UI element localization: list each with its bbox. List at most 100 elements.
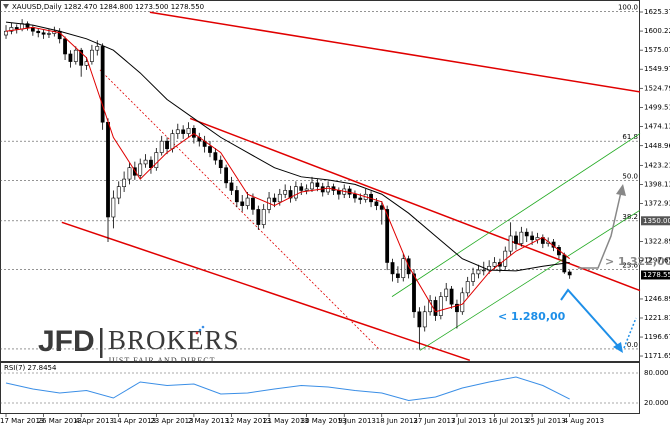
x-tick-label: 26 Mar 2013 xyxy=(38,417,82,425)
logo-dot xyxy=(195,331,199,335)
rsi-tick-label: 80.000 xyxy=(644,369,669,377)
candle-body xyxy=(68,53,73,62)
x-tick-label: 17 Mar 2013 xyxy=(0,417,44,425)
candle-body xyxy=(476,269,481,275)
y-tick-label: 1549.970 xyxy=(644,65,670,73)
logo-dot xyxy=(201,325,205,329)
fib-label: 61.8 xyxy=(622,133,638,141)
candle-body xyxy=(444,288,449,297)
arrow-dotted xyxy=(623,317,637,349)
x-tick-label: 18 Jun 2013 xyxy=(376,417,418,425)
y-tick-label: 1221.810 xyxy=(644,314,670,322)
x-tick-label: 23 Apr 2013 xyxy=(150,417,193,425)
y-tick-label: 1575.070 xyxy=(644,46,670,54)
y-tick-label: 1448.960 xyxy=(644,142,670,150)
arrowhead xyxy=(613,342,623,353)
candle-body xyxy=(524,231,529,237)
price-marker xyxy=(641,270,670,280)
trend-line xyxy=(391,133,641,297)
candle-body xyxy=(229,182,234,191)
candle-body xyxy=(234,190,239,203)
candle-body xyxy=(25,23,30,28)
candle-body xyxy=(90,49,94,62)
y-tick-label: 1625.370 xyxy=(644,8,670,16)
candle-body xyxy=(143,159,148,165)
logo-name: JFD xyxy=(38,325,95,358)
candle-body xyxy=(106,121,110,218)
fib-label: 100.0 xyxy=(618,4,638,12)
rsi-line xyxy=(5,376,570,402)
candle-body xyxy=(417,311,422,328)
candle-body xyxy=(412,273,416,313)
arrowhead xyxy=(616,184,626,196)
candle-body xyxy=(385,209,390,263)
candle-body xyxy=(213,152,218,161)
candle-body xyxy=(175,129,180,134)
candle-body xyxy=(390,262,395,275)
y-tick-label: 1600.220 xyxy=(644,27,670,35)
y-tick-label: 1246.890 xyxy=(644,295,670,303)
x-tick-label: 2 May 2013 xyxy=(188,417,229,425)
x-tick-label: 7 Jul 2013 xyxy=(451,417,486,425)
x-tick-label: 21 May 2013 xyxy=(263,417,309,425)
annotation: > 1.322,00 xyxy=(605,255,670,268)
arrow-up xyxy=(578,191,622,269)
candle-body xyxy=(41,32,46,35)
candle-body xyxy=(36,30,41,34)
y-tick-label: 1398.130 xyxy=(644,180,670,188)
candle-body xyxy=(310,182,314,190)
candle-body xyxy=(218,159,223,169)
x-tick-label: 12 May 2013 xyxy=(225,417,271,425)
candle-body xyxy=(438,296,443,316)
logo-tagline: JUST FAIR AND DIRECT xyxy=(108,356,216,365)
candle-body xyxy=(353,193,357,199)
y-tick-label: 1297.650 xyxy=(644,256,670,264)
candle-body xyxy=(481,269,486,272)
candle-body xyxy=(514,235,518,244)
candle-body xyxy=(9,27,14,32)
candle-body xyxy=(251,197,255,210)
candle-body xyxy=(379,205,384,210)
candle-body xyxy=(277,193,282,203)
candle-body xyxy=(422,311,427,328)
candle-body xyxy=(95,46,100,51)
candle-body xyxy=(261,209,266,225)
arrow-down xyxy=(560,288,619,347)
symbol-icon xyxy=(3,4,9,9)
candle-body xyxy=(315,182,320,187)
y-tick-label: 1499.510 xyxy=(644,103,670,111)
candle-body xyxy=(508,235,513,252)
candle-body xyxy=(455,303,459,313)
trend-line xyxy=(149,11,641,93)
candle-body xyxy=(347,188,352,195)
x-tick-label: 4 Apr 2013 xyxy=(75,417,114,425)
candle-body xyxy=(519,231,524,244)
candle-body xyxy=(449,288,454,305)
x-tick-label: 27 Jun 2013 xyxy=(413,417,455,425)
logo-divider xyxy=(100,328,103,358)
candle-body xyxy=(401,258,406,278)
candle-body xyxy=(465,281,470,294)
trend-line xyxy=(99,69,380,350)
candle-body xyxy=(293,186,298,199)
candle-body xyxy=(122,178,127,187)
price-marker-label: 1278.550 xyxy=(643,271,670,279)
rsi-panel xyxy=(0,362,640,414)
candle-body xyxy=(181,129,186,134)
candle-body xyxy=(170,133,175,150)
candle-body xyxy=(358,197,363,200)
chart-title: XAUUSD,Daily 1282.470 1284.800 1273.500 … xyxy=(12,3,204,11)
candle-body xyxy=(272,197,277,203)
fib-label: 50.0 xyxy=(622,173,638,181)
candle-body xyxy=(138,163,143,176)
candle-body xyxy=(47,33,51,35)
candle-body xyxy=(288,190,293,199)
x-tick-label: 14 Apr 2013 xyxy=(113,417,156,425)
candle-body xyxy=(245,197,250,206)
price-marker-label: 1350.000 xyxy=(643,217,670,225)
x-tick-label: 25 Jul 2013 xyxy=(526,417,566,425)
candle-body xyxy=(154,152,159,169)
price-panel xyxy=(0,0,640,362)
